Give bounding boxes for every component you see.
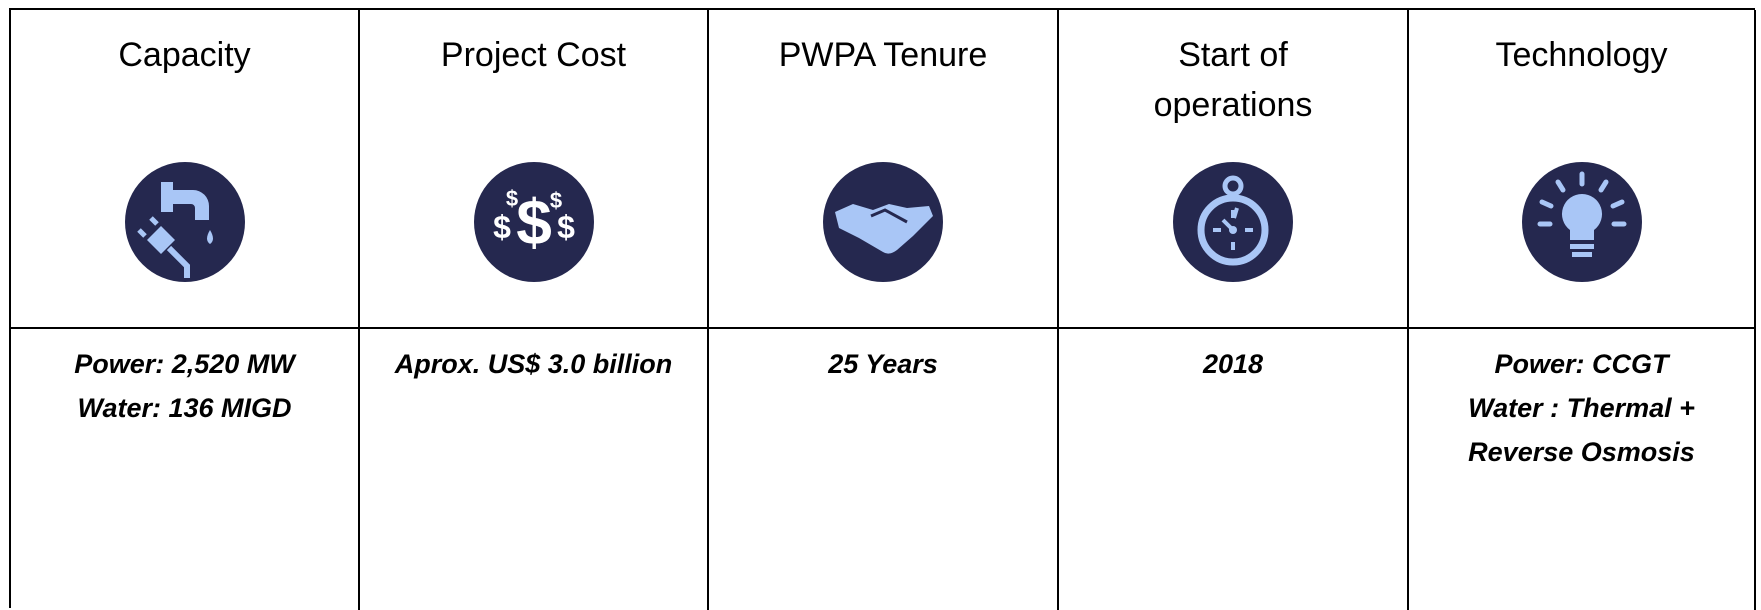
header-line: operations xyxy=(1153,86,1313,124)
value-line: 2018 xyxy=(1202,349,1264,379)
page: Capacity Power: 2,520 MW Water: 136 MIGD P… xyxy=(9,8,1756,610)
header-cell: Project Cost $ $ $ $ $ xyxy=(360,10,707,329)
value-line: Water : Thermal + xyxy=(1468,393,1695,423)
value-cell: Power: CCGT Water : Thermal + Reverse Osmo… xyxy=(1409,342,1754,474)
header-line: Capacity xyxy=(118,36,251,74)
icon xyxy=(823,162,943,282)
header-line: Start of xyxy=(1178,36,1288,74)
header-text: Capacity xyxy=(11,30,358,80)
header-cell: Technology xyxy=(1409,10,1754,329)
icon xyxy=(124,162,245,282)
value-line: 25 Years xyxy=(828,349,938,379)
column: Start of operations 2018 xyxy=(1059,10,1409,610)
value-cell: 2018 xyxy=(1059,342,1407,386)
value-cell: Aprox. US$ 3.0 billion xyxy=(360,342,707,386)
header-text: Project Cost xyxy=(360,30,707,80)
column: Technology Power: CCGT Water : Thermal + R… xyxy=(1409,10,1756,610)
svg-text:$: $ xyxy=(516,186,552,258)
header-cell: Capacity xyxy=(11,10,358,329)
header-cell: PWPA Tenure xyxy=(709,10,1057,329)
column: Capacity Power: 2,520 MW Water: 136 MIGD xyxy=(11,10,360,610)
value-line: Water: 136 MIGD xyxy=(77,393,292,423)
icon: $ $ $ $ $ xyxy=(473,162,594,282)
value-cell: Power: 2,520 MW Water: 136 MIGD xyxy=(11,342,358,430)
svg-text:$: $ xyxy=(493,209,511,245)
header-text: Start of operations xyxy=(1059,30,1407,130)
header-line: Technology xyxy=(1495,36,1668,74)
icon xyxy=(1173,162,1293,282)
icon xyxy=(1521,162,1642,282)
column: Project Cost $ $ $ $ $ Aprox. US$ 3.0 bil… xyxy=(360,10,709,610)
svg-text:$: $ xyxy=(549,188,561,213)
svg-text:$: $ xyxy=(505,186,517,211)
value-line: Aprox. US$ 3.0 billion xyxy=(394,349,673,379)
table: Capacity Power: 2,520 MW Water: 136 MIGD P… xyxy=(9,8,1756,610)
value-cell: 25 Years xyxy=(709,342,1057,386)
header-line: Project Cost xyxy=(440,36,627,74)
column: PWPA Tenure 25 Years xyxy=(709,10,1059,610)
value-line: Power: CCGT xyxy=(1494,349,1669,379)
value-line: Reverse Osmosis xyxy=(1468,437,1695,467)
header-text: PWPA Tenure xyxy=(709,30,1057,80)
value-line: Power: 2,520 MW xyxy=(74,349,295,379)
header-cell: Start of operations xyxy=(1059,10,1407,329)
header-text: Technology xyxy=(1409,30,1754,80)
header-line: PWPA Tenure xyxy=(778,36,988,74)
svg-text:$: $ xyxy=(557,209,575,245)
